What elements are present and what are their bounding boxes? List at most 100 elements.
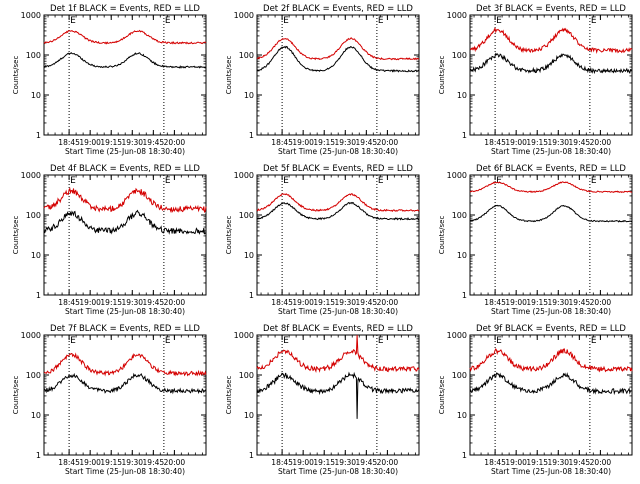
- marker-label: E: [283, 336, 289, 346]
- marker-label: E: [165, 336, 171, 346]
- panel-det-6f: Det 6f BLACK = Events, RED = LLD E E 1 10 100…: [438, 164, 633, 316]
- y-tick-label: 10: [31, 91, 41, 100]
- y-axis-label: Counts/sec: [438, 216, 446, 255]
- marker-label: E: [378, 176, 384, 186]
- x-tick-label: 19:30: [334, 138, 356, 147]
- x-axis-label: Start Time (25-Jun-08 18:30:40): [65, 467, 185, 476]
- chart-title: Det 1f BLACK = Events, RED = LLD: [50, 4, 200, 14]
- x-tick-label: 19:30: [334, 458, 356, 467]
- y-tick-label: 1: [249, 451, 254, 460]
- chart-title: Det 9f BLACK = Events, RED = LLD: [476, 324, 626, 334]
- y-tick-label: 1: [36, 131, 41, 140]
- series-events-line: [469, 372, 633, 396]
- x-tick-label: 19:45: [356, 298, 378, 307]
- x-axis-label: Start Time (25-Jun-08 18:30:40): [278, 307, 398, 316]
- y-tick-label: 1000: [234, 331, 254, 340]
- series-lld-line: [470, 27, 633, 55]
- y-tick-label: 1000: [447, 331, 467, 340]
- series-lld-line: [43, 29, 207, 45]
- x-tick-label: 19:30: [547, 138, 569, 147]
- x-tick-label: 19:30: [547, 298, 569, 307]
- x-tick-label: 19:15: [100, 458, 122, 467]
- x-tick-label: 20:00: [377, 298, 399, 307]
- series-events-line: [43, 372, 207, 395]
- series-lld-line: [469, 181, 633, 194]
- panel-det-1f: Det 1f BLACK = Events, RED = LLD E E 1 10 100…: [12, 4, 207, 156]
- marker-label: E: [591, 176, 597, 186]
- series-lld-line: [256, 37, 420, 61]
- series-events-line: [43, 209, 207, 235]
- panel-det-3f: Det 3f BLACK = Events, RED = LLD E E 1 10 100…: [438, 4, 633, 156]
- series-events-line: [43, 51, 207, 69]
- x-tick-label: 19:15: [313, 298, 335, 307]
- plot-frame: [256, 14, 420, 136]
- y-tick-label: 100: [452, 51, 467, 60]
- series-events-line: [256, 201, 420, 221]
- x-tick-label: 19:15: [313, 458, 335, 467]
- x-tick-label: 20:00: [377, 138, 399, 147]
- x-tick-label: 19:00: [79, 298, 101, 307]
- x-tick-label: 19:00: [292, 298, 314, 307]
- series-lld-line: [256, 192, 420, 213]
- x-axis-label: Start Time (25-Jun-08 18:30:40): [278, 147, 398, 156]
- chart-title: Det 5f BLACK = Events, RED = LLD: [263, 164, 413, 174]
- y-tick-label: 1: [36, 451, 41, 460]
- y-tick-label: 10: [244, 251, 254, 260]
- plot-frame: [256, 174, 420, 296]
- x-tick-label: 19:45: [143, 298, 165, 307]
- plot-frame: [469, 14, 633, 136]
- y-tick-label: 100: [26, 371, 41, 380]
- series-events-line: [469, 52, 633, 75]
- chart-title: Det 7f BLACK = Events, RED = LLD: [50, 324, 200, 334]
- x-tick-label: 18:45: [58, 458, 80, 467]
- y-tick-label: 10: [457, 251, 467, 260]
- x-axis-label: Start Time (25-Jun-08 18:30:40): [491, 307, 611, 316]
- marker-label: E: [496, 176, 502, 186]
- plot-frame: [469, 174, 633, 296]
- x-tick-label: 19:45: [143, 138, 165, 147]
- x-tick-label: 19:45: [569, 138, 591, 147]
- y-tick-label: 100: [452, 371, 467, 380]
- y-tick-label: 1000: [21, 331, 41, 340]
- marker-label: E: [496, 336, 502, 346]
- x-tick-label: 19:30: [121, 298, 143, 307]
- x-tick-label: 19:00: [79, 138, 101, 147]
- series-lld-line: [43, 352, 207, 377]
- marker-label: E: [496, 16, 502, 26]
- y-tick-label: 1: [462, 131, 467, 140]
- chart-title: Det 6f BLACK = Events, RED = LLD: [476, 164, 626, 174]
- y-axis-label: Counts/sec: [12, 56, 20, 95]
- x-tick-label: 19:00: [292, 458, 314, 467]
- x-tick-label: 18:45: [271, 138, 293, 147]
- y-axis-label: Counts/sec: [438, 376, 446, 415]
- y-tick-label: 10: [244, 411, 254, 420]
- x-tick-label: 18:45: [271, 458, 293, 467]
- x-tick-label: 19:45: [569, 458, 591, 467]
- x-tick-label: 19:30: [334, 298, 356, 307]
- panel-det-7f: Det 7f BLACK = Events, RED = LLD E E 1 10 100…: [12, 324, 207, 476]
- x-axis-label: Start Time (25-Jun-08 18:30:40): [65, 147, 185, 156]
- y-tick-label: 1: [249, 131, 254, 140]
- x-tick-label: 19:15: [526, 298, 548, 307]
- x-tick-label: 18:45: [484, 138, 506, 147]
- marker-label: E: [165, 176, 171, 186]
- panel-det-8f: Det 8f BLACK = Events, RED = LLD E E 1 10 100…: [225, 324, 420, 476]
- x-tick-label: 19:15: [526, 458, 548, 467]
- y-axis-label: Counts/sec: [225, 56, 233, 95]
- y-tick-label: 1000: [234, 171, 254, 180]
- chart-title: Det 4f BLACK = Events, RED = LLD: [50, 164, 200, 174]
- x-axis-label: Start Time (25-Jun-08 18:30:40): [65, 307, 185, 316]
- x-axis-label: Start Time (25-Jun-08 18:30:40): [491, 467, 611, 476]
- y-axis-label: Counts/sec: [12, 376, 20, 415]
- x-tick-label: 19:00: [505, 138, 527, 147]
- y-tick-label: 100: [26, 51, 41, 60]
- x-tick-label: 19:15: [526, 138, 548, 147]
- y-tick-label: 1000: [447, 11, 467, 20]
- x-tick-label: 19:00: [505, 298, 527, 307]
- marker-label: E: [70, 16, 76, 26]
- marker-label: E: [70, 336, 76, 346]
- y-tick-label: 1000: [21, 171, 41, 180]
- x-tick-label: 19:30: [547, 458, 569, 467]
- y-tick-label: 1000: [21, 11, 41, 20]
